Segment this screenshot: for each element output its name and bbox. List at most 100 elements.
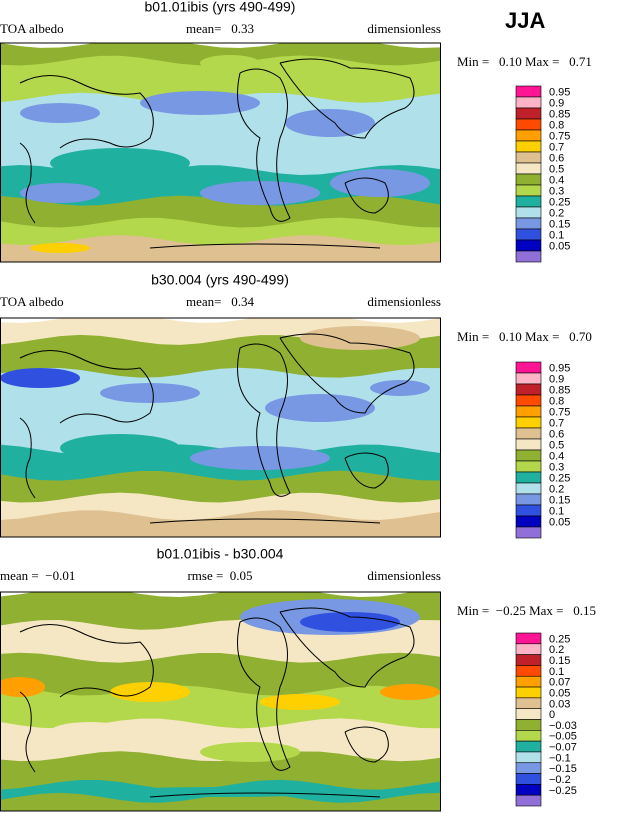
colorbar-box [515, 751, 542, 764]
panel-units: dimensionless [367, 568, 441, 583]
colorbar-label: −0.07 [549, 742, 577, 754]
colorbar-box [515, 361, 542, 374]
panel-minmax: Min = 0.10 Max = 0.70 [457, 329, 592, 344]
coastline [149, 792, 381, 798]
map-region [140, 91, 260, 115]
map-region [200, 742, 300, 762]
map-region [0, 55, 441, 104]
colorbar-label: −0.2 [549, 774, 571, 786]
colorbar-label: 0.25 [549, 633, 570, 645]
map-region [300, 612, 400, 632]
coastline [19, 75, 154, 149]
map-region [100, 383, 200, 403]
colorbar-label: 0.1 [549, 506, 564, 518]
map-region [20, 103, 100, 123]
colorbar-box [515, 184, 542, 197]
colorbar-label: 0.03 [549, 698, 570, 710]
map-region [380, 684, 440, 700]
colorbar-box [515, 405, 542, 418]
colorbar-label: 0.95 [549, 363, 570, 375]
map-region [260, 694, 340, 710]
map-region [20, 183, 100, 203]
colorbar-label: 0 [549, 709, 555, 721]
coastline [237, 343, 291, 497]
coastline [19, 691, 36, 773]
colorbar-label: 0.05 [549, 517, 570, 529]
panel-minmax: Min = 0.10 Max = 0.71 [457, 54, 592, 69]
colorbar-box [515, 784, 542, 796]
colorbar-box [515, 675, 542, 688]
colorbar-box [515, 526, 542, 539]
map-frame [0, 591, 441, 812]
map-region [0, 510, 441, 537]
colorbar-box [515, 118, 542, 131]
colorbar-box [515, 151, 542, 164]
colorbar-label: 0.4 [549, 175, 564, 187]
map-region [370, 380, 430, 396]
colorbar-label: 0.1 [549, 230, 564, 242]
colorbar-label: 0.8 [549, 120, 564, 132]
colorbar-label: −0.1 [549, 752, 571, 764]
coastline [19, 142, 36, 224]
panel-center-label: mean= 0.34 [186, 294, 254, 309]
colorbar-label: 0.2 [549, 644, 564, 656]
colorbar-box [515, 96, 542, 109]
map-frame [0, 42, 441, 263]
map-region [200, 55, 260, 71]
panel-center-label: mean= 0.33 [186, 21, 254, 36]
map-region [30, 243, 90, 253]
colorbar-box [515, 427, 542, 440]
colorbar-box [515, 372, 542, 385]
map-region [50, 148, 190, 178]
colorbar-label: 0.2 [549, 208, 564, 220]
colorbar-box [515, 416, 542, 429]
colorbar-label: 0.7 [549, 142, 564, 154]
colorbar-label: −0.15 [549, 763, 577, 775]
colorbar-label: 0.4 [549, 451, 564, 463]
colorbar-label: 0.3 [549, 462, 564, 474]
colorbar-box [515, 632, 542, 645]
map [0, 592, 441, 811]
panel-title: b01.01ibis - b30.004 [157, 546, 284, 562]
coastline [344, 177, 389, 214]
colorbar-label: 0.15 [549, 655, 570, 667]
map-region [0, 792, 441, 811]
coastline [279, 333, 415, 414]
colorbar-box [515, 449, 542, 462]
map-region [50, 722, 130, 742]
colorbar-box [515, 394, 542, 407]
colorbar-label: 0.95 [549, 87, 570, 99]
colorbar-box [515, 239, 542, 252]
map-region [200, 181, 320, 205]
colorbar-box [515, 107, 542, 120]
coastline [344, 726, 389, 763]
colorbar-label: 0.15 [549, 219, 570, 231]
colorbar-box [515, 654, 542, 666]
coastline [279, 607, 415, 688]
colorbar-box [515, 504, 542, 517]
colorbar-label: 0.6 [549, 429, 564, 441]
colorbar-box [515, 762, 542, 774]
colorbar-box [515, 162, 542, 175]
colorbar-label: 0.5 [549, 164, 564, 176]
colorbar-box [515, 686, 542, 699]
map-region [285, 109, 375, 137]
colorbar-label: 0.07 [549, 677, 570, 689]
map-region [265, 394, 375, 422]
colorbar-box [515, 740, 542, 753]
colorbar-label: 0.6 [549, 153, 564, 165]
colorbar-box [515, 140, 542, 153]
panel-minmax: Min = −0.25 Max = 0.15 [457, 603, 596, 618]
colorbar-box [515, 493, 542, 506]
coastline [149, 518, 381, 524]
colorbar-box [515, 195, 542, 208]
map-region [110, 682, 190, 702]
colorbar-label: 0.05 [549, 241, 570, 253]
colorbar-label: 0.9 [549, 98, 564, 110]
map [0, 318, 441, 537]
colorbar-box [515, 129, 542, 142]
colorbar-box [515, 206, 542, 219]
colorbar-label: 0.75 [549, 407, 570, 419]
colorbar-label: 0.15 [549, 495, 570, 507]
colorbar-box [515, 250, 542, 263]
